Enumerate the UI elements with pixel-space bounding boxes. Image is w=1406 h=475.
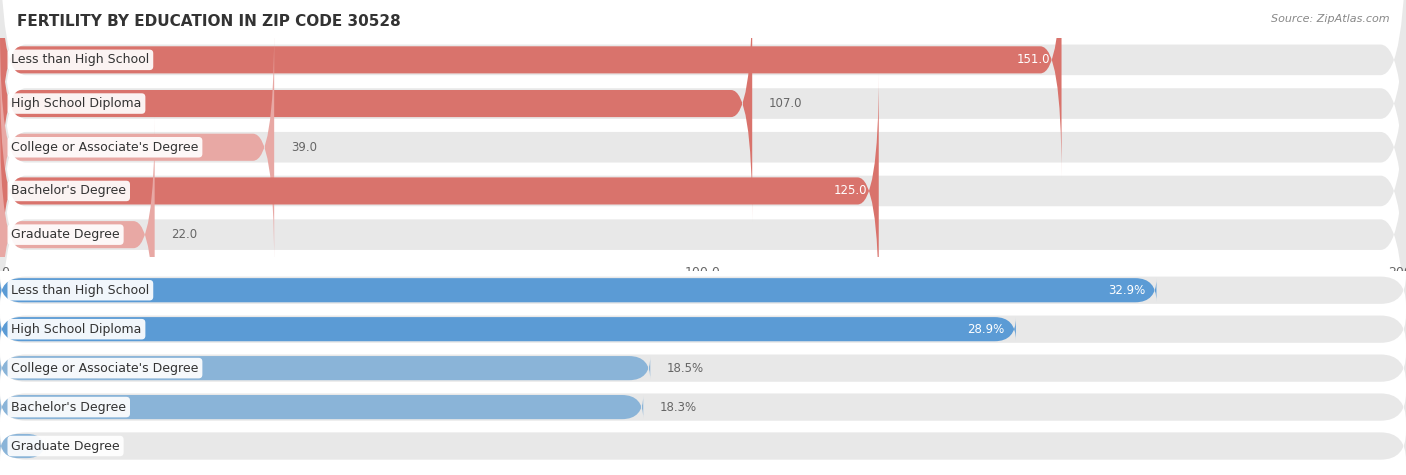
- Text: High School Diploma: High School Diploma: [11, 97, 142, 110]
- FancyBboxPatch shape: [0, 278, 1156, 302]
- FancyBboxPatch shape: [0, 0, 1406, 202]
- Text: 18.5%: 18.5%: [666, 361, 704, 375]
- Text: FERTILITY BY EDUCATION IN ZIP CODE 30528: FERTILITY BY EDUCATION IN ZIP CODE 30528: [17, 14, 401, 29]
- FancyBboxPatch shape: [0, 0, 752, 221]
- Text: Graduate Degree: Graduate Degree: [11, 228, 120, 241]
- Text: 151.0: 151.0: [1017, 53, 1050, 67]
- FancyBboxPatch shape: [0, 0, 1062, 177]
- FancyBboxPatch shape: [0, 356, 650, 380]
- FancyBboxPatch shape: [0, 276, 1406, 304]
- FancyBboxPatch shape: [0, 315, 1406, 343]
- Text: 125.0: 125.0: [834, 184, 868, 198]
- Text: Bachelor's Degree: Bachelor's Degree: [11, 400, 127, 414]
- FancyBboxPatch shape: [0, 434, 45, 458]
- FancyBboxPatch shape: [0, 354, 1406, 382]
- Text: 32.9%: 32.9%: [1108, 284, 1144, 297]
- Text: 39.0: 39.0: [291, 141, 316, 154]
- FancyBboxPatch shape: [0, 30, 274, 265]
- FancyBboxPatch shape: [0, 395, 644, 419]
- Text: Less than High School: Less than High School: [11, 53, 149, 67]
- Text: 107.0: 107.0: [769, 97, 803, 110]
- Text: 28.9%: 28.9%: [967, 323, 1004, 336]
- FancyBboxPatch shape: [0, 432, 1406, 460]
- FancyBboxPatch shape: [0, 74, 879, 308]
- FancyBboxPatch shape: [0, 317, 1015, 341]
- Text: Graduate Degree: Graduate Degree: [11, 439, 120, 453]
- Text: College or Associate's Degree: College or Associate's Degree: [11, 141, 198, 154]
- Text: Source: ZipAtlas.com: Source: ZipAtlas.com: [1271, 14, 1389, 24]
- Text: Less than High School: Less than High School: [11, 284, 149, 297]
- Text: High School Diploma: High School Diploma: [11, 323, 142, 336]
- FancyBboxPatch shape: [0, 393, 1406, 421]
- Text: 1.3%: 1.3%: [63, 439, 93, 453]
- FancyBboxPatch shape: [0, 0, 1406, 246]
- Text: 18.3%: 18.3%: [661, 400, 697, 414]
- Text: Bachelor's Degree: Bachelor's Degree: [11, 184, 127, 198]
- Text: 22.0: 22.0: [172, 228, 198, 241]
- FancyBboxPatch shape: [0, 49, 1406, 333]
- FancyBboxPatch shape: [0, 5, 1406, 289]
- FancyBboxPatch shape: [0, 117, 155, 352]
- FancyBboxPatch shape: [0, 93, 1406, 377]
- Text: College or Associate's Degree: College or Associate's Degree: [11, 361, 198, 375]
